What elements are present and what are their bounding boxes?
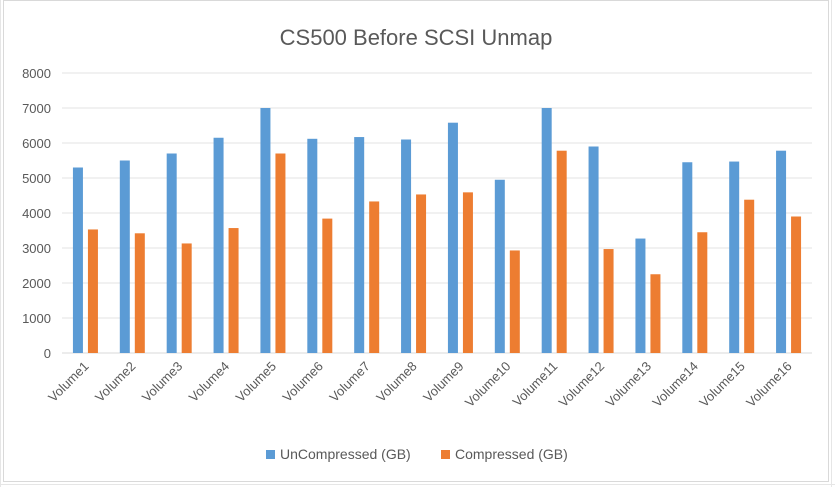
y-axis-ticks: 0 1000 2000 3000 4000 5000 6000 7000 8000 bbox=[22, 66, 51, 361]
bar-compressed-volume15 bbox=[744, 199, 755, 353]
bar-compressed-volume5 bbox=[275, 153, 286, 353]
bar-chart: CS500 Before SCSI Unmap 0 1000 2000 3000 400… bbox=[22, 25, 812, 462]
x-tick-label: Volume7 bbox=[326, 359, 372, 405]
chart-area[interactable]: CS500 Before SCSI Unmap 0 1000 2000 3000 400… bbox=[3, 0, 829, 482]
legend-label: Compressed (GB) bbox=[455, 446, 568, 462]
y-tick-label: 1000 bbox=[22, 311, 51, 326]
y-tick-label: 5000 bbox=[22, 171, 51, 186]
y-tick-label: 2000 bbox=[22, 276, 51, 291]
x-tick-label: Volume11 bbox=[509, 359, 560, 410]
bar-compressed-volume4 bbox=[228, 228, 239, 353]
bar-compressed-volume3 bbox=[181, 243, 192, 353]
x-tick-label: Volume16 bbox=[743, 359, 794, 410]
x-tick-label: Volume13 bbox=[603, 359, 654, 410]
x-tick-label: Volume2 bbox=[92, 359, 138, 405]
bar-uncompressed-volume4 bbox=[213, 137, 224, 353]
bar-uncompressed-volume15 bbox=[729, 161, 740, 353]
y-tick-label: 4000 bbox=[22, 206, 51, 221]
bar-uncompressed-volume5 bbox=[260, 108, 271, 353]
bar-uncompressed-volume13 bbox=[635, 238, 646, 353]
legend-label: UnCompressed (GB) bbox=[280, 446, 411, 462]
bar-uncompressed-volume3 bbox=[166, 153, 177, 353]
x-tick-label: Volume1 bbox=[45, 359, 91, 405]
bar-uncompressed-volume2 bbox=[119, 160, 130, 353]
bar-uncompressed-volume8 bbox=[401, 139, 412, 353]
y-tick-label: 7000 bbox=[22, 101, 51, 116]
x-tick-label: Volume14 bbox=[649, 359, 700, 410]
bar-compressed-volume16 bbox=[791, 216, 802, 353]
x-tick-label: Volume15 bbox=[696, 359, 747, 410]
bar-compressed-volume8 bbox=[416, 194, 427, 353]
bar-compressed-volume11 bbox=[556, 150, 567, 353]
bar-compressed-volume13 bbox=[650, 274, 661, 353]
bar-compressed-volume9 bbox=[462, 192, 473, 353]
bar-uncompressed-volume6 bbox=[307, 138, 318, 353]
bar-compressed-volume14 bbox=[697, 232, 708, 353]
legend-swatch bbox=[266, 450, 275, 459]
bar-compressed-volume2 bbox=[134, 233, 145, 353]
legend: UnCompressed (GB) Compressed (GB) bbox=[266, 446, 568, 462]
legend-swatch bbox=[441, 450, 450, 459]
bar-uncompressed-volume9 bbox=[447, 122, 458, 353]
bar-compressed-volume10 bbox=[509, 250, 520, 353]
x-tick-label: Volume10 bbox=[462, 359, 513, 410]
cell-gridline bbox=[0, 484, 835, 485]
x-axis-ticks: Volume1 Volume2 Volume3 Volume4 Volume5 Volum… bbox=[45, 359, 795, 410]
chart-title: CS500 Before SCSI Unmap bbox=[280, 25, 553, 50]
bar-uncompressed-volume7 bbox=[354, 137, 365, 353]
bar-uncompressed-volume1 bbox=[72, 167, 83, 353]
x-tick-label: Volume3 bbox=[139, 359, 185, 405]
x-tick-label: Volume9 bbox=[420, 359, 466, 405]
bar-uncompressed-volume11 bbox=[541, 108, 552, 353]
x-tick-label: Volume6 bbox=[280, 359, 326, 405]
y-tick-label: 8000 bbox=[22, 66, 51, 81]
bar-uncompressed-volume10 bbox=[494, 179, 505, 353]
y-tick-label: 3000 bbox=[22, 241, 51, 256]
y-tick-label: 6000 bbox=[22, 136, 51, 151]
x-tick-label: Volume5 bbox=[233, 359, 279, 405]
bar-uncompressed-volume14 bbox=[682, 162, 693, 353]
x-tick-label: Volume8 bbox=[373, 359, 419, 405]
bar-compressed-volume1 bbox=[87, 229, 98, 353]
cell-gridline bbox=[0, 0, 1, 487]
bar-compressed-volume6 bbox=[322, 218, 333, 353]
cell-gridline bbox=[831, 0, 832, 487]
bar-uncompressed-volume12 bbox=[588, 146, 599, 353]
y-tick-label: 0 bbox=[44, 346, 51, 361]
x-tick-label: Volume4 bbox=[186, 359, 232, 405]
bars bbox=[72, 108, 802, 353]
bar-compressed-volume7 bbox=[369, 201, 380, 353]
x-tick-label: Volume12 bbox=[556, 359, 607, 410]
bar-uncompressed-volume16 bbox=[776, 150, 787, 353]
bar-compressed-volume12 bbox=[603, 249, 614, 353]
